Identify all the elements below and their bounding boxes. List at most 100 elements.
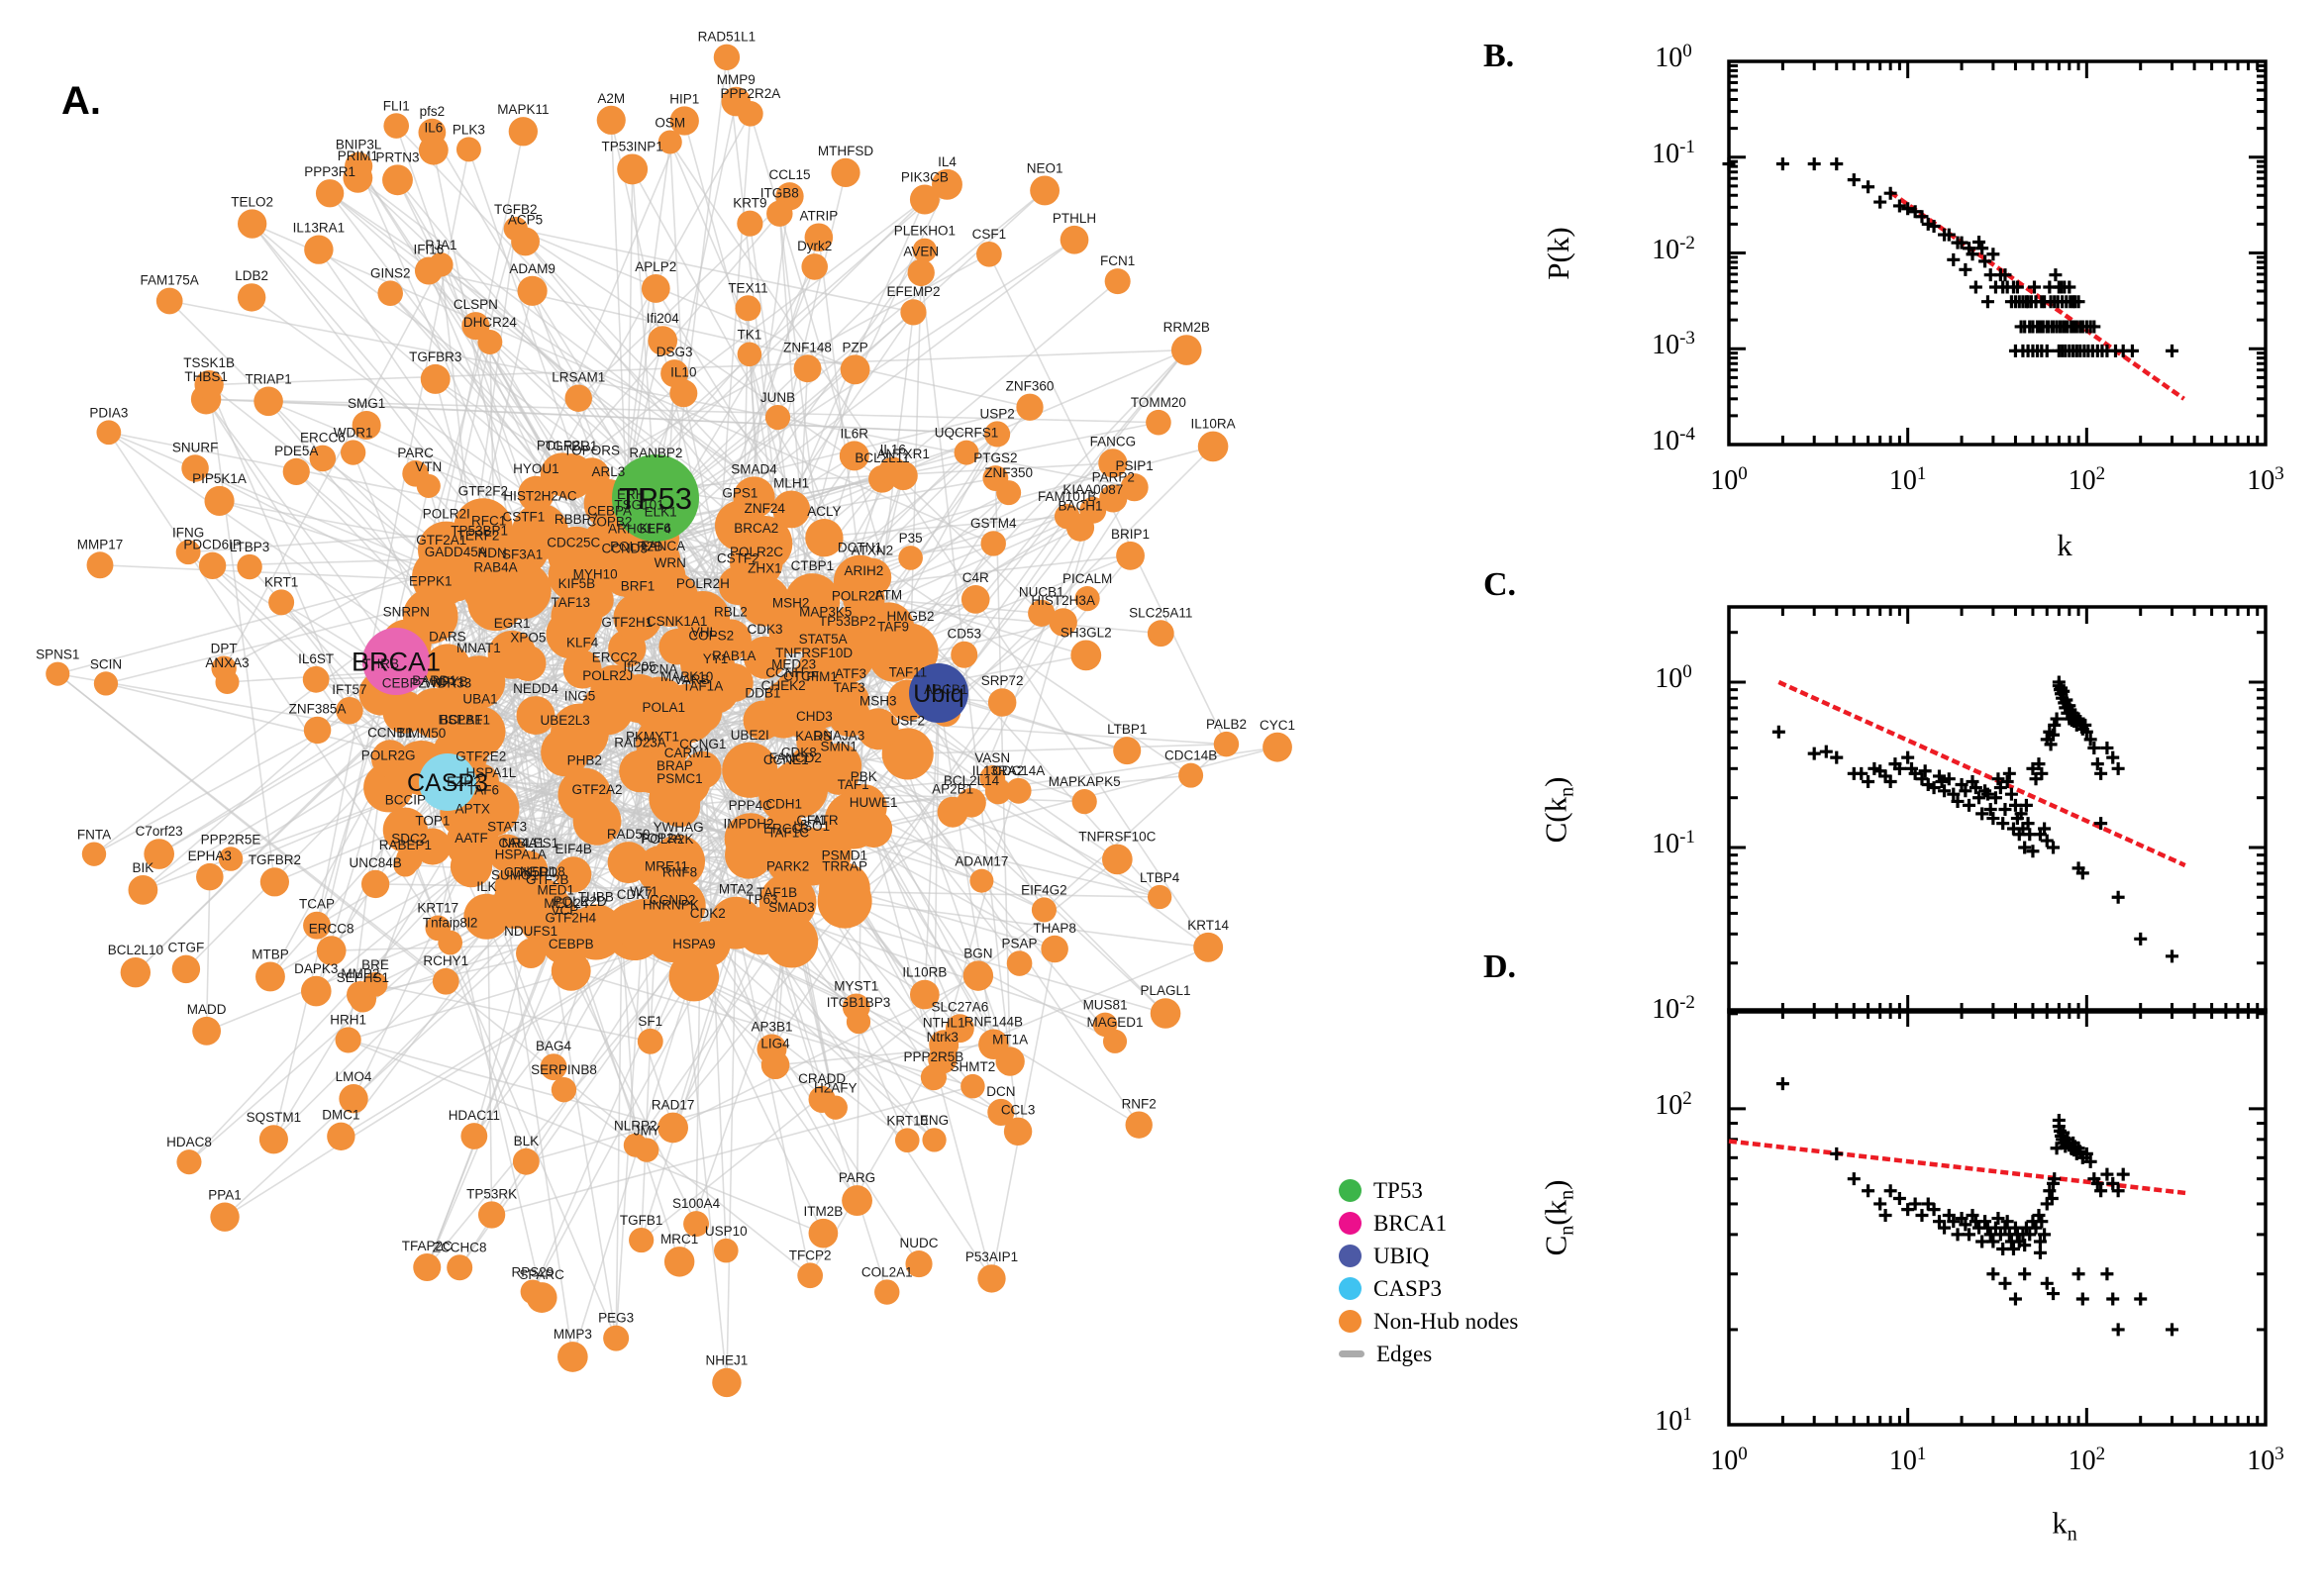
network-node-label: ATR <box>813 813 839 828</box>
network-node-label: KIF5B <box>558 576 596 591</box>
panel-label-d: D. <box>1483 948 1517 985</box>
network-node <box>196 862 224 891</box>
network-node <box>551 950 591 991</box>
network-node <box>766 200 793 227</box>
network-node <box>645 907 700 962</box>
scatter-point <box>2004 787 2018 801</box>
network-node-label: BCL2L11 <box>855 450 909 465</box>
network-node-label: MTBP <box>252 948 289 962</box>
network-edge <box>532 715 784 1293</box>
network-node <box>420 363 451 394</box>
network-node-label: PPP3R1 <box>304 164 355 179</box>
network-node <box>1016 393 1044 421</box>
network-node <box>144 839 175 869</box>
network-node <box>455 137 481 162</box>
network-node <box>512 1147 540 1175</box>
y-axis-title: C(kn) <box>1538 776 1578 843</box>
network-node-label: POLR2D <box>554 894 607 909</box>
network-node <box>340 440 366 465</box>
scatter-point <box>1969 781 1982 795</box>
scatter-point <box>1883 1184 1897 1198</box>
legend-item-casp3-swatch <box>1339 1277 1362 1300</box>
network-node <box>181 454 209 482</box>
scatter-point <box>1927 220 1941 234</box>
network-node <box>211 655 237 681</box>
panel-label-b: B. <box>1483 38 1515 74</box>
network-node <box>977 1264 1006 1293</box>
network-node <box>937 796 968 828</box>
network-node-label: GSTM4 <box>970 516 1017 531</box>
network-edge <box>562 1089 637 1147</box>
scatter-point <box>1951 794 1965 808</box>
network-node-label: IFT57 <box>332 682 366 697</box>
network-node-label: APLP2 <box>635 259 676 274</box>
network-edge <box>646 554 1132 1151</box>
network-node <box>1102 844 1133 875</box>
network-node <box>237 283 266 312</box>
network-node-label: HMGB2 <box>887 609 935 624</box>
scatter-point <box>2018 1267 2032 1281</box>
network-node <box>631 676 687 733</box>
legend-item-casp3: CASP3 <box>1339 1272 1518 1305</box>
network-node-label: NFYB <box>433 674 468 689</box>
network-node-label: TAF1B <box>757 885 797 900</box>
network-node-label: PIK3CB <box>901 170 949 185</box>
x-axis-title: kn <box>2052 1505 2077 1546</box>
network-node <box>637 1028 663 1054</box>
network-node-label: NUCB1 <box>1019 585 1064 600</box>
scatter-point <box>1991 1212 2005 1226</box>
network-node-label: MMP17 <box>77 537 124 551</box>
network-node <box>804 223 834 252</box>
network-edge <box>970 510 1094 804</box>
network-node <box>960 585 990 614</box>
scatter-point <box>1927 1203 1941 1217</box>
network-node <box>603 1325 630 1351</box>
network-node <box>737 342 762 367</box>
network-node <box>874 1279 900 1305</box>
network-node-label: SHMT2 <box>951 1059 996 1074</box>
network-node-label: RBL2 <box>714 604 748 619</box>
scatter-point <box>1915 1209 1929 1222</box>
network-node <box>460 1123 488 1149</box>
network-node-label: XPO5 <box>510 631 546 646</box>
network-legend: TP53 BRCA1 UBIQ CASP3 Non-Hub nodes Edges <box>1339 1174 1518 1370</box>
scatter-point <box>1980 787 1994 801</box>
network-node-label: ITM2B <box>804 1204 844 1219</box>
network-node <box>657 1112 689 1144</box>
network-node-label: ARIH2 <box>844 563 883 578</box>
network-node-label: MLH1 <box>773 475 809 490</box>
legend-item-non-hub-nodes-swatch <box>1339 1310 1362 1333</box>
network-node <box>1262 732 1292 762</box>
network-node-label: MMP3 <box>554 1327 592 1342</box>
network-node <box>657 130 682 154</box>
network-node <box>894 1128 920 1153</box>
scatter-point <box>1862 775 1875 789</box>
network-node <box>1003 1117 1033 1147</box>
network-node-label: YWHAG <box>654 820 704 835</box>
network-node-label: MSH2 <box>772 595 810 610</box>
network-node-label: GTF2A2 <box>572 782 623 797</box>
network-node-label: Ntrk3 <box>927 1030 959 1045</box>
network-node-label: IL4 <box>938 154 957 169</box>
scatter-point <box>2032 757 2046 771</box>
network-node-label: EIF4B <box>555 842 592 856</box>
network-node-label: POLR2G <box>361 748 416 762</box>
scatter-point <box>2166 949 2179 963</box>
network-edge <box>206 398 998 436</box>
network-node <box>668 950 720 1002</box>
network-node <box>315 179 345 208</box>
network-node-label: TAF1C <box>767 826 809 841</box>
network-node-label: CD53 <box>947 627 981 642</box>
network-node-label: MAPK11 <box>497 102 549 117</box>
network-node <box>683 750 722 789</box>
scatter-point <box>2071 295 2085 309</box>
network-node-label: PPP2R2A <box>720 86 780 101</box>
network-node <box>327 1122 355 1150</box>
network-node-label: RFC1 <box>471 513 506 528</box>
network-node-label: UBE2L3 <box>541 713 590 728</box>
scatter-point <box>1998 1276 2012 1290</box>
network-node-label: FANCD2 <box>769 750 822 765</box>
network-node-label: ATF3 <box>835 666 866 681</box>
scatter-point <box>1873 195 1887 209</box>
network-node <box>799 684 845 729</box>
